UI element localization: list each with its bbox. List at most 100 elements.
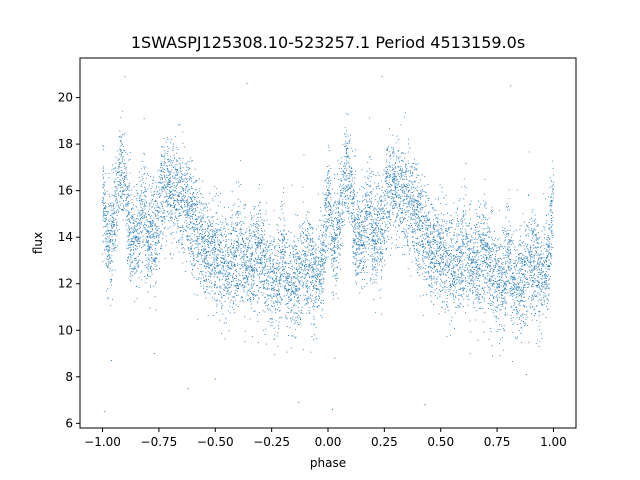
- chart-title: 1SWASPJ125308.10-523257.1 Period 4513159…: [131, 33, 525, 52]
- data-point: [233, 262, 235, 264]
- data-point: [465, 194, 467, 196]
- data-point: [327, 171, 329, 173]
- data-point: [201, 237, 203, 239]
- data-point: [335, 213, 337, 215]
- data-point: [495, 251, 497, 253]
- data-point: [119, 187, 121, 189]
- data-point: [311, 295, 313, 297]
- data-point: [470, 269, 472, 271]
- data-point: [310, 239, 312, 241]
- data-point: [408, 184, 410, 186]
- data-point: [326, 221, 328, 223]
- data-point: [118, 204, 120, 206]
- data-point: [159, 234, 161, 236]
- data-point: [244, 286, 245, 288]
- data-point: [236, 245, 238, 246]
- data-point: [445, 195, 447, 196]
- data-point: [107, 223, 109, 224]
- data-point: [518, 285, 520, 287]
- data-point: [393, 174, 395, 176]
- data-point: [418, 223, 420, 225]
- data-point: [226, 279, 228, 280]
- data-point: [122, 191, 124, 193]
- data-point: [243, 259, 245, 261]
- data-point: [179, 230, 181, 232]
- data-point: [309, 253, 311, 255]
- data-point: [211, 273, 213, 275]
- data-point: [127, 224, 129, 226]
- data-point: [107, 251, 109, 253]
- data-point: [123, 190, 125, 192]
- data-point: [394, 186, 396, 188]
- data-point: [181, 239, 183, 241]
- data-point: [174, 177, 176, 179]
- data-point: [240, 249, 242, 251]
- data-point: [224, 290, 226, 292]
- data-point: [311, 281, 313, 283]
- data-point: [537, 284, 539, 286]
- data-point: [402, 178, 404, 180]
- data-point: [257, 300, 259, 302]
- data-point: [483, 240, 485, 242]
- data-point: [499, 248, 501, 250]
- data-point: [105, 231, 107, 233]
- data-point: [253, 279, 255, 281]
- data-point: [504, 298, 506, 300]
- data-point: [202, 238, 204, 239]
- data-point: [169, 197, 171, 199]
- data-point: [511, 277, 513, 279]
- data-point: [412, 172, 413, 173]
- data-point: [433, 224, 435, 226]
- data-point: [145, 241, 147, 243]
- data-point: [151, 206, 153, 208]
- data-point: [333, 251, 335, 253]
- data-point: [108, 235, 110, 237]
- data-point: [307, 237, 309, 239]
- data-point: [142, 208, 144, 210]
- data-point: [522, 296, 524, 298]
- data-point: [133, 236, 135, 238]
- data-point: [373, 248, 375, 250]
- data-point: [235, 274, 237, 276]
- data-point: [417, 214, 419, 216]
- data-point: [346, 142, 348, 144]
- data-point: [409, 226, 411, 228]
- data-point: [154, 261, 156, 262]
- data-point: [324, 197, 326, 199]
- data-point: [306, 273, 308, 275]
- data-point: [131, 268, 133, 270]
- data-point: [319, 276, 321, 278]
- data-point: [133, 186, 135, 188]
- data-point: [477, 294, 478, 296]
- data-point: [207, 235, 209, 237]
- data-point: [197, 318, 199, 320]
- data-point: [406, 203, 408, 205]
- data-point: [497, 249, 499, 251]
- data-point: [257, 205, 259, 207]
- data-point: [368, 239, 370, 241]
- data-point: [505, 291, 507, 293]
- data-point: [530, 279, 532, 281]
- data-point: [173, 254, 175, 256]
- data-point: [293, 296, 295, 298]
- data-point: [293, 256, 295, 257]
- data-point: [335, 238, 337, 240]
- data-point: [103, 166, 104, 168]
- data-point: [169, 158, 171, 160]
- data-point: [110, 215, 111, 216]
- data-point: [389, 211, 390, 213]
- data-point: [330, 235, 332, 237]
- data-point: [196, 219, 198, 221]
- data-point: [190, 160, 192, 162]
- data-point: [441, 260, 442, 262]
- data-point: [131, 226, 133, 228]
- data-point: [257, 217, 259, 218]
- data-point: [305, 303, 307, 305]
- data-point: [116, 187, 118, 189]
- data-point: [528, 227, 530, 229]
- data-point: [313, 241, 315, 243]
- data-point: [364, 217, 366, 219]
- data-point: [307, 228, 308, 229]
- data-point: [116, 223, 117, 225]
- data-point: [490, 302, 492, 304]
